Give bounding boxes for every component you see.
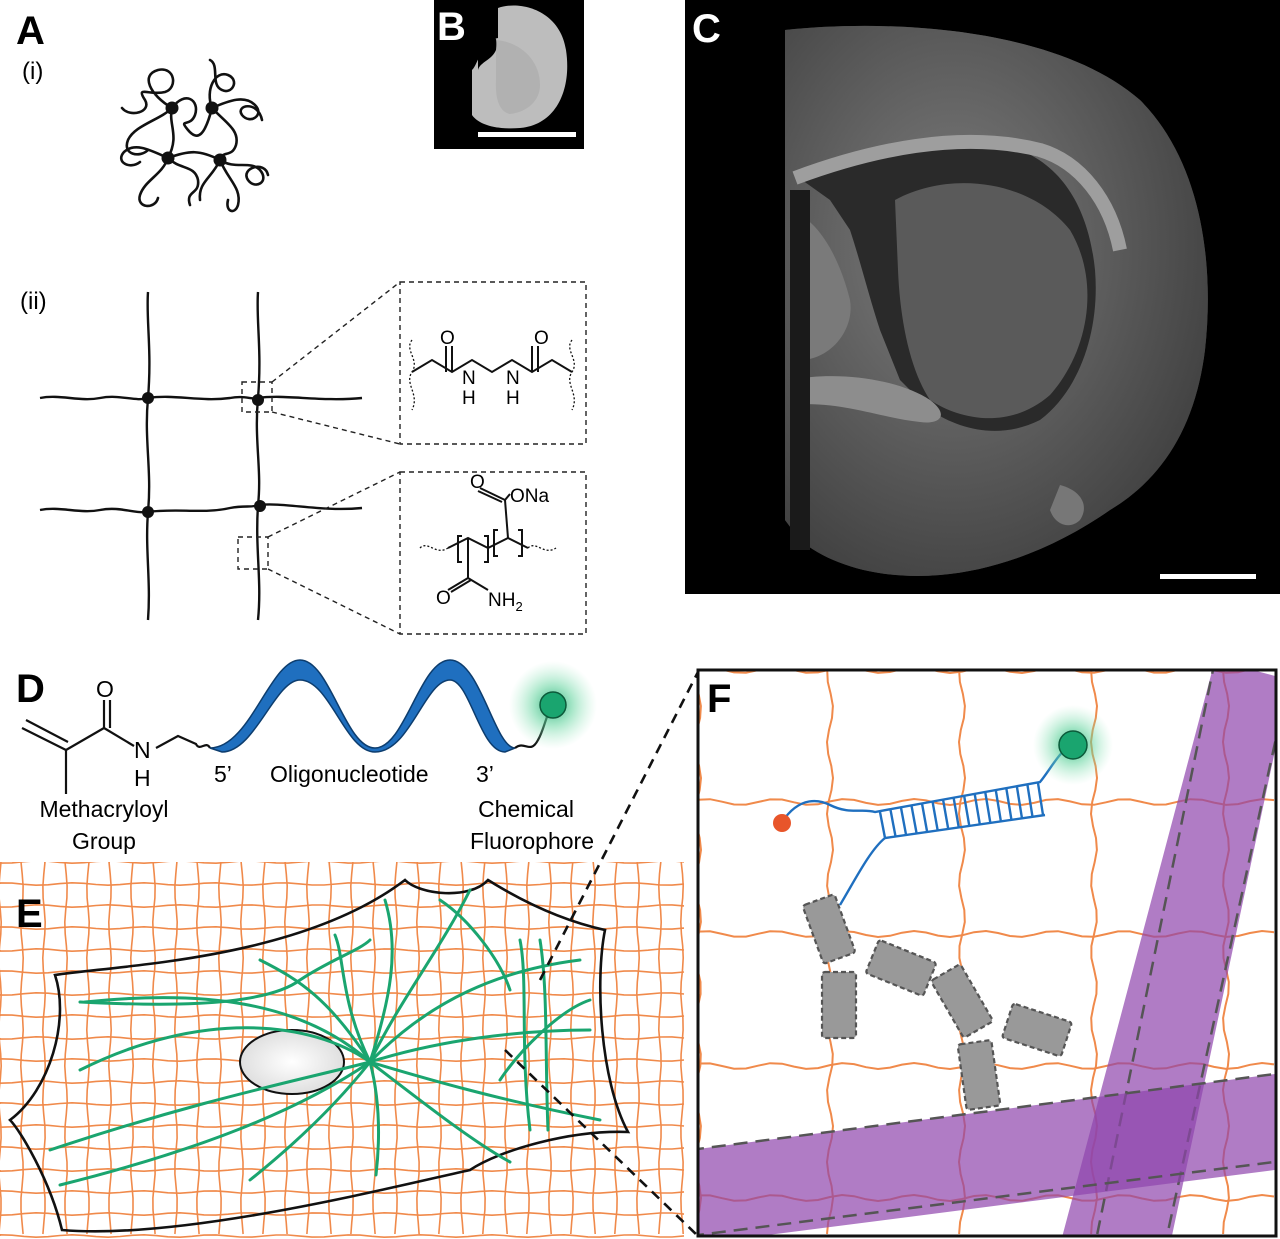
panel-label-f: F [707,677,731,721]
probe-oligo-label: Oligonucleotide [270,761,429,787]
polymer-network [39,291,363,621]
cytoskeleton-fibers [48,888,602,1187]
fluorophore-dot [539,691,567,719]
network-nodes [142,392,266,518]
cell-outline [8,878,631,1233]
antibody-proteins [802,893,1073,1111]
oligonucleotide-helix [209,659,516,753]
crosslinker-h-left: H [462,388,476,409]
crosslink-points [161,101,227,167]
panel-label-b: B [437,5,466,49]
probe-five-prime: 5’ [214,761,232,787]
panel-f: F [696,668,1278,1238]
crosslinker-n-left: N [462,368,476,389]
polymer-o-top: O [470,472,485,493]
panel-label-c: C [692,7,721,51]
crosslinker-o-left: O [440,328,455,349]
panel-label-a: A [16,9,45,53]
panel-a-sub-i: (i) [22,58,43,85]
fluorophore-dot-f [1058,730,1088,760]
polymer-nh2: NH2 [488,590,523,614]
brain-fluorescence-image: C [685,0,1280,594]
probe-o: O [96,676,114,702]
dna-duplex [781,743,1073,906]
panel-label-e: E [16,892,43,936]
coiled-polymer-chains [120,58,270,213]
panel-a-sub-ii: (ii) [20,288,47,315]
brain-slice-image: B [434,0,584,149]
probe-three-prime: 3’ [476,761,494,787]
actin-filaments [698,670,1276,1236]
probe-fluor-2: Fluorophore [470,828,594,854]
probe-methacryloyl-2: Group [72,828,136,854]
crosslinker-structure: O O N N H H [409,328,575,411]
crosslinker-h-right: H [506,388,520,409]
probe-h: H [134,765,151,791]
probe-n: N [134,737,151,763]
panel-label-d: D [16,667,45,711]
polymer-structure: O ONa O NH2 [419,472,557,614]
zoom-indicators [237,281,587,635]
probe-structure: O N H 5’ Oligonucleotide 3’ Methacryloyl… [21,659,597,854]
polymer-ona: ONa [510,486,550,507]
gel-anchor-dot [773,814,791,832]
crosslinker-n-right: N [506,368,520,389]
crosslinker-o-right: O [534,328,549,349]
zoom-lines-e-to-f [504,671,700,1237]
probe-methacryloyl-1: Methacryloyl [39,796,168,822]
probe-fluor-1: Chemical [478,796,574,822]
polymer-o-bottom: O [436,588,451,609]
